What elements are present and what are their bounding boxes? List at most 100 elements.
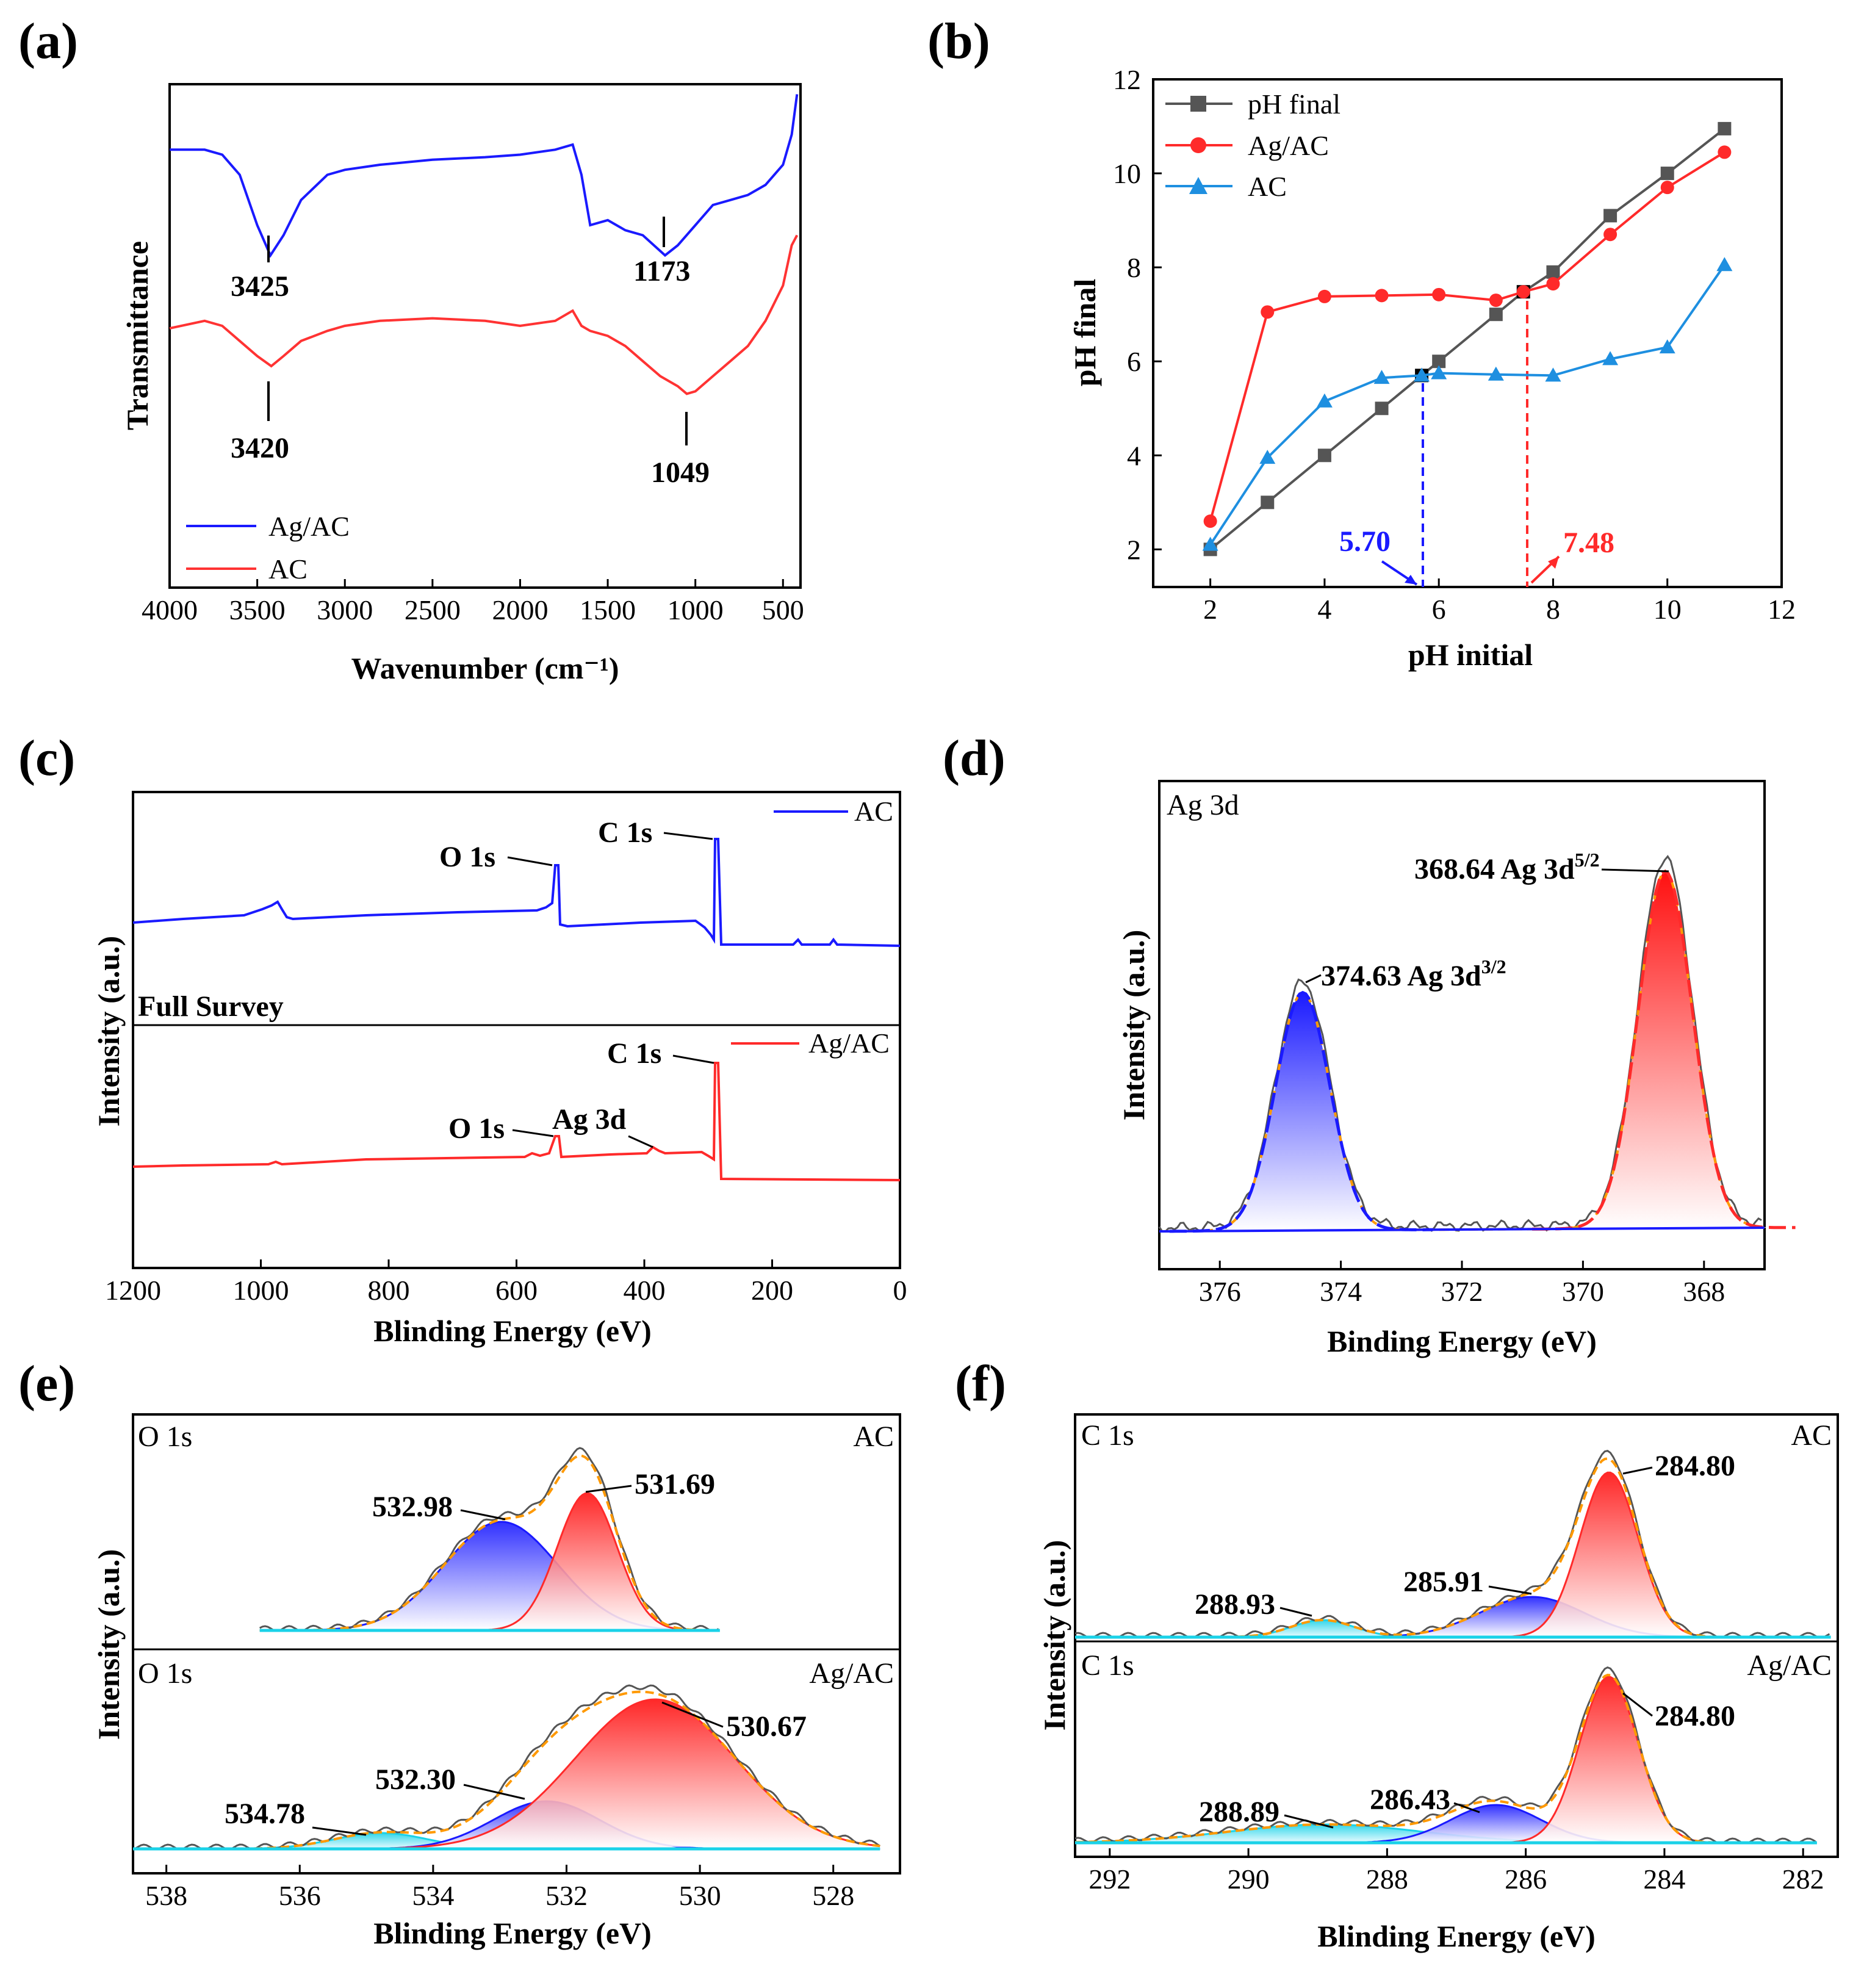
chart-e-peak-label: 530.67 (726, 1710, 807, 1743)
chart-f-peak-label: 284.80 (1655, 1700, 1735, 1732)
chart-f-top-envelope (1075, 1457, 1830, 1638)
chart-f-top-peak-fill (1075, 1472, 1830, 1637)
chart-e-frame (132, 1413, 901, 1875)
chart-e-peak-label: 531.69 (635, 1468, 715, 1500)
chart-f-top-raw-spectrum (1074, 1449, 1830, 1639)
chart-c-x-tick-label: 600 (495, 1275, 538, 1306)
chart-f-ylabel: Intensity (a.u.) (1037, 1540, 1071, 1731)
chart-b-point (1603, 209, 1618, 223)
chart-b-point (1261, 495, 1275, 510)
chart-b-x-tick-label: 10 (1653, 594, 1682, 625)
chart-b-point (1488, 366, 1504, 381)
chart-b-point (1716, 257, 1733, 272)
chart-f-bottom-raw-spectrum (1074, 1666, 1816, 1845)
chart-e-legend-top: AC (853, 1421, 894, 1453)
chart-b-x-tick-label: 8 (1546, 594, 1560, 625)
chart-e-peak-label: 532.98 (372, 1491, 453, 1523)
chart-a-x-tick-label: 2500 (405, 594, 461, 625)
chart-c-peak-c1s-ac: C 1s (598, 816, 652, 849)
chart-b-point (1317, 289, 1331, 303)
chart-b-point (1545, 367, 1561, 382)
chart-b-legend-ac: AC (1248, 171, 1287, 202)
chart-f-peak-label: 288.93 (1195, 1588, 1275, 1621)
chart-c-legend-ac-group: AC (774, 796, 893, 827)
panel-label-f: (f) (955, 1355, 1006, 1412)
chart-b-point (1718, 121, 1732, 135)
chart-a-x-tick-label: 4000 (142, 594, 198, 625)
chart-b-point (1659, 339, 1675, 354)
chart-b-x-tick-label: 12 (1768, 594, 1796, 625)
chart-b-point (1259, 450, 1276, 464)
panel-label-a: (a) (18, 13, 78, 70)
chart-d-xlabel: Binding Energy (eV) (1327, 1324, 1597, 1358)
chart-e-xlabel: Blinding Energy (eV) (373, 1916, 652, 1950)
chart-f-legend-bottom: Ag/AC (1747, 1649, 1832, 1682)
chart-c-x-tick-label: 400 (624, 1275, 666, 1306)
chart-e-x-tick-label: 532 (545, 1880, 588, 1911)
chart-b-point (1375, 289, 1389, 303)
chart-e-x-tick-label: 528 (812, 1880, 854, 1911)
chart-b-ticks: 2 4 6 8 10 12 2 4 6 8 10 12 (1113, 64, 1796, 625)
chart-b-frame (1152, 78, 1783, 588)
chart-d-peak-line-32 (1169, 990, 1433, 1233)
chart-b-point (1375, 402, 1389, 416)
chart-e-top-peak-fill (259, 1493, 719, 1630)
chart-e-x-tick-label: 538 (145, 1880, 187, 1911)
chart-b-point (1718, 145, 1732, 159)
chart-d-xticks: 376 374 372 370 368 (1199, 1261, 1725, 1307)
chart-f-x-tick-label: 284 (1643, 1864, 1685, 1895)
chart-f-peak-label: 288.89 (1199, 1796, 1279, 1828)
chart-a-legend-agac: Ag/AC (268, 511, 350, 542)
chart-b-xlabel: pH initial (1408, 638, 1533, 672)
chart-b-point (1432, 287, 1446, 301)
chart-e-top-peak-fill (259, 1522, 719, 1630)
chart-e-x-tick-label: 536 (279, 1880, 321, 1911)
chart-f-peaks (1074, 1449, 1831, 1845)
panel-label-d: (d) (943, 730, 1006, 787)
panel-label-b: (b) (927, 13, 990, 70)
chart-e-peak-label: 532.30 (375, 1763, 456, 1796)
chart-b-point (1603, 228, 1618, 242)
chart-c-x-tick-label: 1000 (233, 1275, 289, 1306)
panel-label-c: (c) (18, 730, 75, 787)
chart-e-ylabel: Intensity (a.u.) (92, 1549, 126, 1740)
chart-a-ylabel: Transmittance (120, 241, 154, 430)
chart-a-xticks: 4000 3500 3000 2500 2000 1500 1000 500 (142, 579, 804, 625)
chart-a-x-tick-label: 3000 (317, 594, 373, 625)
chart-b-point (1489, 308, 1503, 322)
chart-f-bottom-envelope (1074, 1673, 1816, 1844)
chart-e-top-raw-spectrum (259, 1447, 719, 1632)
chart-b-point (1546, 265, 1560, 279)
chart-b-point (1414, 367, 1430, 382)
chart-b-y-tick-label: 2 (1127, 534, 1141, 565)
chart-c-frame (132, 791, 901, 1269)
chart-d-peak-label-32: 374.63 Ag 3d3/2 (1321, 956, 1506, 992)
chart-b-x-tick-label: 2 (1203, 594, 1217, 625)
chart-a-annotations: 3425 1173 3420 1049 (231, 217, 710, 489)
chart-e-legend-bottom: Ag/AC (809, 1657, 894, 1690)
chart-c-series-agac (132, 1062, 901, 1181)
chart-f-xticks: 292 290 288 286 284 282 (1089, 1848, 1824, 1895)
chart-a-legend: Ag/AC AC (186, 511, 350, 585)
chart-a-series-agac (170, 94, 799, 258)
chart-f-bottom-peak-fill (1075, 1805, 1816, 1843)
chart-b-x-tick-label: 6 (1432, 594, 1446, 625)
chart-f-x-tick-label: 288 (1366, 1864, 1408, 1895)
chart-b-point (1203, 514, 1217, 528)
chart-e-x-tick-label: 530 (679, 1880, 721, 1911)
chart-d-peak-fill-52 (1532, 871, 1796, 1230)
chart-b: 2 4 6 8 10 12 2 4 6 8 10 12 pH final Ag/AC AC 5.70 … (1068, 64, 1796, 672)
chart-a-frame (168, 83, 802, 589)
chart-b-point (1431, 365, 1447, 380)
chart-a-x-tick-label: 1500 (580, 594, 636, 625)
chart-f-peak-label: 284.80 (1655, 1450, 1735, 1482)
chart-c-xlabel: Blinding Energy (eV) (373, 1314, 652, 1348)
chart-d-ylabel: Intensity (a.u.) (1117, 930, 1151, 1121)
chart-d: 376 374 372 370 368 Ag 3d 368.64 Ag 3d5/2 37… (1117, 780, 1796, 1358)
chart-a-legend-ac: AC (268, 553, 308, 585)
chart-c-peak-o1s-agac: O 1s (448, 1112, 505, 1145)
chart-b-legend: pH final Ag/AC AC (1165, 88, 1340, 202)
chart-a-series-ac (169, 234, 799, 395)
chart-f-peak-label: 285.91 (1403, 1566, 1484, 1598)
